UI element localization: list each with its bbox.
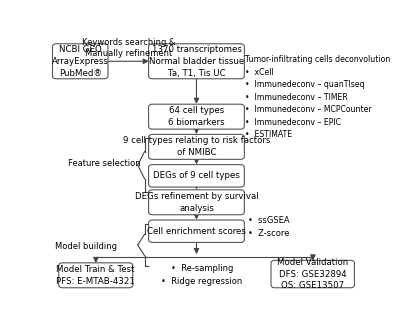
FancyBboxPatch shape <box>148 104 244 129</box>
Text: Cell enrichment scores: Cell enrichment scores <box>147 227 246 236</box>
Text: Model Train & Test
PFS: E-MTAB-4321: Model Train & Test PFS: E-MTAB-4321 <box>56 265 135 286</box>
Text: NCBI GEO
ArrayExpress
PubMed®: NCBI GEO ArrayExpress PubMed® <box>52 45 109 77</box>
Text: Model building: Model building <box>55 242 117 251</box>
FancyBboxPatch shape <box>148 134 244 159</box>
FancyBboxPatch shape <box>148 164 244 187</box>
Text: Feature selection: Feature selection <box>68 159 140 168</box>
Text: 1370 transcriptomes
Normal bladder tissue
Ta, T1, Tis UC: 1370 transcriptomes Normal bladder tissu… <box>149 45 244 77</box>
Text: DEGs of 9 cell types: DEGs of 9 cell types <box>153 171 240 180</box>
FancyBboxPatch shape <box>148 190 244 215</box>
Text: Keywords searching &
Manually refinement: Keywords searching & Manually refinement <box>82 38 176 59</box>
FancyBboxPatch shape <box>52 44 108 79</box>
Text: •  ssGSEA
•  Z-score: • ssGSEA • Z-score <box>248 216 290 238</box>
Text: •  Re-sampling
•  Ridge regression: • Re-sampling • Ridge regression <box>161 265 242 286</box>
Text: Model Validation
DFS: GSE32894
OS: GSE13507: Model Validation DFS: GSE32894 OS: GSE13… <box>277 258 348 290</box>
Text: 9 cell types relating to risk factors
of NMIBC: 9 cell types relating to risk factors of… <box>123 136 270 157</box>
Text: DEGs refinement by survival
analysis: DEGs refinement by survival analysis <box>135 192 258 213</box>
FancyBboxPatch shape <box>271 260 354 288</box>
FancyBboxPatch shape <box>59 263 133 288</box>
FancyBboxPatch shape <box>148 220 244 242</box>
Text: 64 cell types
6 biomarkers: 64 cell types 6 biomarkers <box>168 106 225 127</box>
Text: Tumor-infiltrating cells deconvolution
•  xCell
•  Immunedeconv – quanTIseq
•  I: Tumor-infiltrating cells deconvolution •… <box>245 55 390 139</box>
FancyBboxPatch shape <box>148 44 244 79</box>
